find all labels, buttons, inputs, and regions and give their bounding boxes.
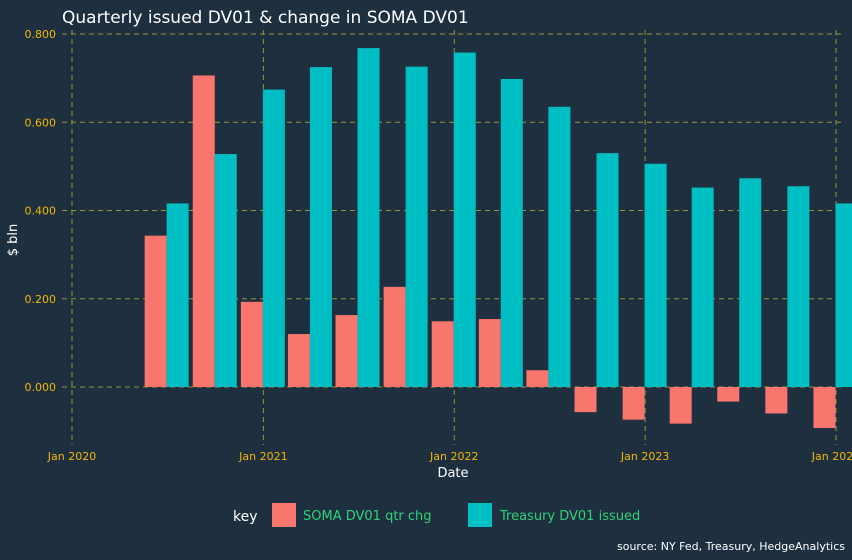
soma-bar-12 [717,387,740,402]
treasury-bar-2 [262,89,285,387]
soma-bar-8 [526,370,549,387]
y-axis-title: $ bln [6,224,21,257]
treasury-bar-9 [596,153,619,387]
legend-swatch-treasury [468,503,492,527]
soma-bar-0 [144,235,167,387]
x-axis-title: Date [437,466,468,481]
legend-title: key [233,509,258,525]
treasury-bar-10 [644,163,667,387]
treasury-bar-8 [548,106,571,388]
chart-title: Quarterly issued DV01 & change in SOMA D… [62,8,469,28]
y-tick-label-1: 0.200 [25,293,57,306]
treasury-bar-14 [835,203,852,387]
legend-label-treasury: Treasury DV01 issued [499,509,640,524]
x-tick-label-3: Jan 2023 [620,450,669,463]
treasury-bar-6 [453,52,476,387]
legend-swatch-soma [272,503,296,527]
soma-bar-1 [192,75,215,387]
treasury-bar-7 [500,79,523,387]
y-tick-label-3: 0.600 [25,116,57,129]
treasury-bar-1 [214,154,237,387]
treasury-bar-13 [787,186,810,387]
soma-bar-10 [622,387,645,420]
x-tick-label-1: Jan 2021 [238,450,287,463]
treasury-bar-5 [405,66,428,387]
bars [144,48,852,429]
soma-bar-11 [669,387,692,424]
soma-bar-13 [765,387,788,414]
soma-bar-6 [431,321,454,387]
soma-bar-9 [574,387,597,413]
x-tick-label-2: Jan 2022 [429,450,478,463]
y-tick-label-2: 0.400 [25,205,57,218]
treasury-bar-0 [166,203,189,387]
soma-bar-7 [478,319,501,387]
x-tick-label-0: Jan 2020 [47,450,96,463]
source-caption: source: NY Fed, Treasury, HedgeAnalytics [617,540,845,553]
treasury-bar-3 [309,67,332,387]
soma-bar-5 [383,286,406,387]
legend: key SOMA DV01 qtr chg Treasury DV01 issu… [233,503,640,527]
y-tick-label-4: 0.800 [25,28,57,41]
soma-bar-4 [335,315,358,387]
soma-bar-2 [240,301,263,387]
treasury-bar-4 [357,48,380,388]
treasury-bar-12 [739,178,762,387]
treasury-bar-11 [691,187,714,387]
y-axis-ticks: 0.000 0.200 0.400 0.600 0.800 [25,28,57,394]
x-tick-label-4: Jan 2024 [811,450,852,463]
soma-bar-14 [813,387,836,429]
soma-bar-3 [287,334,310,387]
y-tick-label-0: 0.000 [25,381,57,394]
legend-label-soma: SOMA DV01 qtr chg [303,509,432,524]
x-axis-ticks: Jan 2020 Jan 2021 Jan 2022 Jan 2023 Jan 2024 [47,450,852,463]
